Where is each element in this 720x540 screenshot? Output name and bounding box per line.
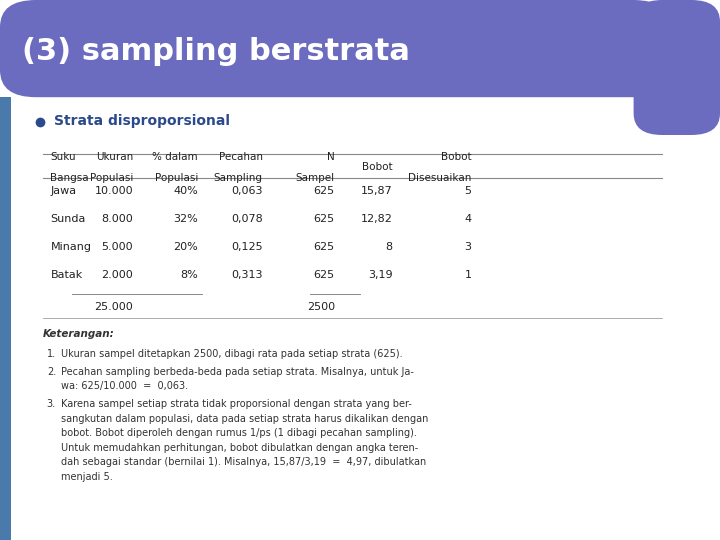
Text: 0,078: 0,078 <box>231 214 263 224</box>
Text: Bangsa: Bangsa <box>50 173 89 184</box>
Text: 625: 625 <box>314 186 335 196</box>
Text: 625: 625 <box>314 270 335 280</box>
Text: 8%: 8% <box>180 270 198 280</box>
Text: 625: 625 <box>314 214 335 224</box>
Text: 625: 625 <box>314 242 335 252</box>
Text: 5.000: 5.000 <box>102 242 133 252</box>
Text: Keterangan:: Keterangan: <box>43 329 115 340</box>
Text: Minang: Minang <box>50 242 91 252</box>
Text: 0,313: 0,313 <box>231 270 263 280</box>
Text: Batak: Batak <box>50 270 83 280</box>
Text: wa: 625/10.000  =  0,063.: wa: 625/10.000 = 0,063. <box>61 381 189 391</box>
Text: 3,19: 3,19 <box>368 270 392 280</box>
Text: Sampel: Sampel <box>296 173 335 184</box>
Text: 40%: 40% <box>174 186 198 196</box>
Text: 25.000: 25.000 <box>94 302 133 313</box>
Text: Karena sampel setiap strata tidak proporsional dengan strata yang ber-: Karena sampel setiap strata tidak propor… <box>61 399 412 409</box>
Bar <box>0 97 11 540</box>
Text: Sunda: Sunda <box>50 214 86 224</box>
Text: % dalam: % dalam <box>153 152 198 162</box>
Text: Suku: Suku <box>50 152 76 162</box>
Text: 12,82: 12,82 <box>361 214 392 224</box>
Text: 5: 5 <box>464 186 472 196</box>
Text: 20%: 20% <box>174 242 198 252</box>
Text: bobot. Bobot diperoleh dengan rumus 1/ps (1 dibagi pecahan sampling).: bobot. Bobot diperoleh dengan rumus 1/ps… <box>61 428 417 438</box>
Text: Ukuran sampel ditetapkan 2500, dibagi rata pada setiap strata (625).: Ukuran sampel ditetapkan 2500, dibagi ra… <box>61 349 402 359</box>
Text: Pecahan sampling berbeda-beda pada setiap strata. Misalnya, untuk Ja-: Pecahan sampling berbeda-beda pada setia… <box>61 367 414 377</box>
FancyBboxPatch shape <box>0 0 670 97</box>
Text: Bobot: Bobot <box>441 152 472 162</box>
Text: 3.: 3. <box>47 399 56 409</box>
Text: Pecahan: Pecahan <box>219 152 263 162</box>
Text: 2500: 2500 <box>307 302 335 313</box>
Text: Populasi: Populasi <box>155 173 198 184</box>
Text: 8: 8 <box>385 242 392 252</box>
Text: 1.: 1. <box>47 349 56 359</box>
Text: Disesuaikan: Disesuaikan <box>408 173 472 184</box>
Text: N: N <box>327 152 335 162</box>
Text: 4: 4 <box>464 214 472 224</box>
Text: menjadi 5.: menjadi 5. <box>61 472 113 482</box>
Text: 8.000: 8.000 <box>102 214 133 224</box>
Text: Jawa: Jawa <box>50 186 76 196</box>
Text: Bobot: Bobot <box>361 163 392 172</box>
Text: Untuk memudahkan perhitungan, bobot dibulatkan dengan angka teren-: Untuk memudahkan perhitungan, bobot dibu… <box>61 443 418 453</box>
Text: sangkutan dalam populasi, data pada setiap strata harus dikalikan dengan: sangkutan dalam populasi, data pada seti… <box>61 414 428 424</box>
FancyBboxPatch shape <box>634 0 720 135</box>
Text: dah sebagai standar (bernilai 1). Misalnya, 15,87/3,19  =  4,97, dibulatkan: dah sebagai standar (bernilai 1). Misaln… <box>61 457 426 468</box>
Text: 1: 1 <box>464 270 472 280</box>
Text: Strata disproporsional: Strata disproporsional <box>54 114 230 129</box>
Text: 2.000: 2.000 <box>102 270 133 280</box>
Text: 3: 3 <box>464 242 472 252</box>
Text: Populasi: Populasi <box>90 173 133 184</box>
Text: 15,87: 15,87 <box>361 186 392 196</box>
Text: 10.000: 10.000 <box>94 186 133 196</box>
Text: 2.: 2. <box>47 367 56 377</box>
Text: 32%: 32% <box>174 214 198 224</box>
Text: Sampling: Sampling <box>214 173 263 184</box>
Text: 0,063: 0,063 <box>231 186 263 196</box>
Text: (3) sampling berstrata: (3) sampling berstrata <box>22 37 410 66</box>
Text: Ukuran: Ukuran <box>96 152 133 162</box>
Text: 0,125: 0,125 <box>231 242 263 252</box>
